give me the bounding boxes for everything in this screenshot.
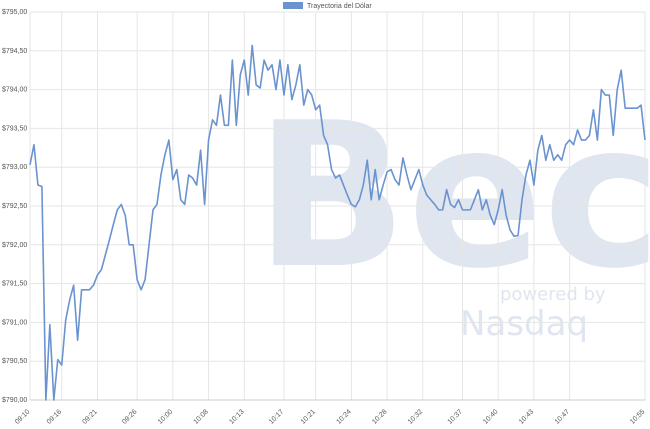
y-tick-label: $790,50 bbox=[2, 358, 27, 365]
y-tick-label: $794,00 bbox=[2, 87, 27, 94]
x-tick-label: 09:16 bbox=[46, 408, 63, 425]
series-line bbox=[29, 44, 646, 401]
y-tick-label: $791,00 bbox=[2, 319, 27, 326]
y-tick-label: $791,50 bbox=[2, 281, 27, 288]
x-tick-label: 09:10 bbox=[14, 408, 31, 425]
legend-label: Trayectoria del Dólar bbox=[307, 3, 372, 10]
x-tick-label: 10:28 bbox=[371, 408, 388, 425]
y-tick-label: $795,00 bbox=[2, 9, 27, 16]
watermark-logo: Bec bbox=[255, 80, 650, 313]
x-tick-label: 10:13 bbox=[228, 408, 245, 425]
x-tick-label: 09:26 bbox=[121, 408, 138, 425]
x-tick-label: 10:32 bbox=[407, 408, 424, 425]
x-tick-label: 10:17 bbox=[268, 408, 285, 425]
x-tick-label: 10:40 bbox=[482, 408, 499, 425]
watermark-tagline: powered by bbox=[500, 284, 606, 305]
x-tick-label: 10:00 bbox=[157, 408, 174, 425]
x-tick-label: 10:55 bbox=[629, 408, 646, 425]
y-tick-label: $793,00 bbox=[2, 164, 27, 171]
y-tick-label: $794,50 bbox=[2, 48, 27, 55]
x-tick-label: 10:24 bbox=[335, 408, 352, 425]
y-tick-label: $792,50 bbox=[2, 203, 27, 210]
watermark: Bec powered by Nasdaq bbox=[255, 80, 650, 344]
x-tick-label: 10:21 bbox=[300, 408, 317, 425]
legend-item: Trayectoria del Dólar bbox=[283, 2, 372, 10]
x-tick-label: 09:21 bbox=[82, 408, 99, 425]
x-tick-label: 10:43 bbox=[518, 408, 535, 425]
y-tick-label: $790,00 bbox=[2, 397, 27, 404]
x-tick-label: 10:47 bbox=[554, 408, 571, 425]
legend-swatch bbox=[283, 2, 303, 9]
watermark-brand: Nasdaq bbox=[460, 304, 588, 344]
y-tick-label: $793,50 bbox=[2, 125, 27, 132]
y-tick-label: $792,00 bbox=[2, 242, 27, 249]
x-tick-label: 10:08 bbox=[193, 408, 210, 425]
x-tick-label: 10:37 bbox=[447, 408, 464, 425]
